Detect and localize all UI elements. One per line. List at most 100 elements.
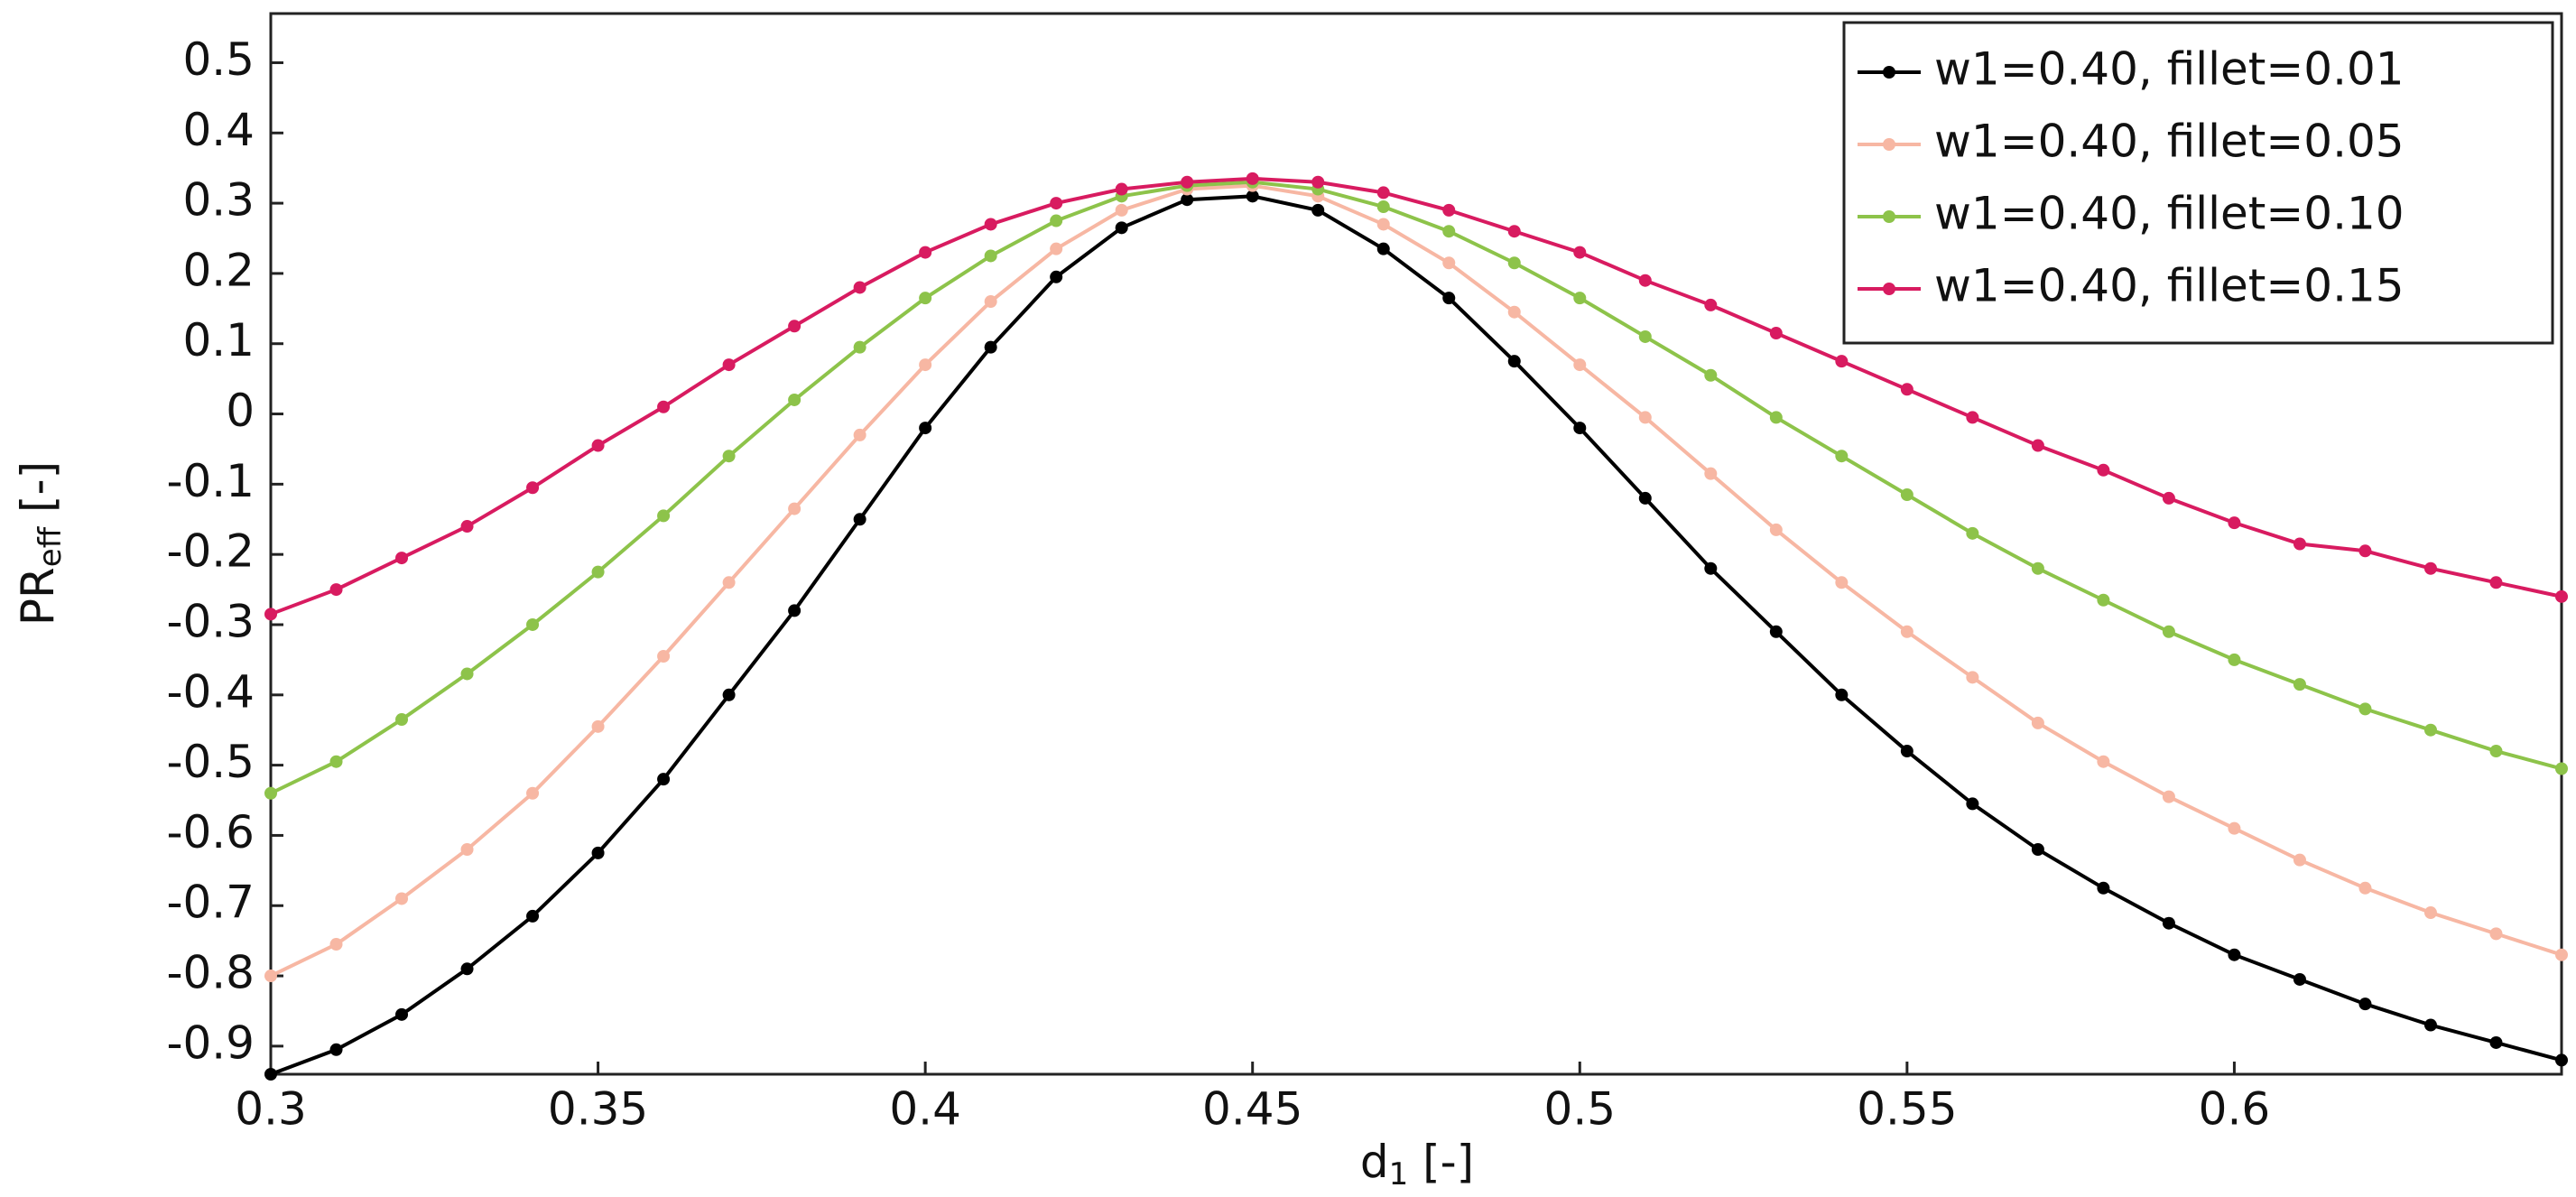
y-tick-label: 0.5 (182, 33, 255, 86)
y-tick-label: -0.6 (166, 806, 255, 858)
data-point (1966, 411, 1979, 424)
data-point (1573, 292, 1587, 305)
data-point (2489, 1035, 2503, 1049)
data-point (2358, 881, 2372, 895)
y-label-main: PR (12, 567, 64, 626)
data-point (2162, 916, 2175, 930)
data-point (919, 422, 932, 435)
data-point (2293, 678, 2306, 691)
data-point (788, 320, 802, 333)
data-point (1246, 190, 1259, 203)
data-point (591, 846, 605, 859)
x-label-sub: 1 (1389, 1156, 1409, 1192)
data-point (2555, 1053, 2568, 1067)
data-point (2097, 593, 2110, 607)
y-tick-label: 0.3 (182, 174, 255, 227)
y-tick-label: -0.4 (166, 665, 255, 718)
legend: w1=0.40, fillet=0.01 w1=0.40, fillet=0.05… (1842, 21, 2554, 345)
data-point (1900, 625, 1913, 638)
y-label-unit: [-] (12, 461, 64, 527)
data-point (329, 583, 343, 597)
data-point (1376, 242, 1390, 255)
data-point (1507, 225, 1521, 238)
legend-label: w1=0.40, fillet=0.05 (1934, 116, 2405, 168)
data-point (329, 938, 343, 951)
data-point (395, 892, 409, 905)
data-point (2293, 537, 2306, 551)
x-tick-label: 0.55 (1857, 1083, 1957, 1136)
data-point (1050, 270, 1063, 283)
data-point (2489, 927, 2503, 941)
data-point (1376, 200, 1390, 213)
data-point (1507, 305, 1521, 319)
data-point (264, 970, 277, 983)
data-point (395, 713, 409, 727)
data-point (722, 576, 736, 589)
data-point (1966, 797, 1979, 811)
y-tick-label: -0.1 (166, 455, 255, 507)
x-tick-label: 0.4 (889, 1083, 961, 1136)
legend-marker (1883, 283, 1895, 295)
data-point (2293, 853, 2306, 867)
data-point (1769, 625, 1783, 638)
x-tick-label: 0.5 (1544, 1083, 1617, 1136)
data-point (2423, 723, 2437, 737)
data-point (1376, 218, 1390, 231)
data-point (526, 909, 540, 923)
legend-label: w1=0.40, fillet=0.01 (1934, 43, 2405, 96)
data-point (853, 513, 866, 526)
data-point (591, 565, 605, 579)
data-point (984, 218, 997, 231)
y-tick-label: -0.8 (166, 947, 255, 999)
x-axis-label: d1 [-] (1360, 1136, 1474, 1192)
legend-marker (1883, 138, 1895, 151)
data-point (2358, 702, 2372, 716)
data-point (460, 842, 474, 856)
data-point (788, 393, 802, 406)
data-point (1050, 197, 1063, 210)
data-point (1966, 671, 1979, 684)
data-point (1311, 175, 1325, 189)
data-point (591, 439, 605, 452)
x-label-main: d (1360, 1136, 1389, 1188)
legend-label: w1=0.40, fillet=0.10 (1934, 188, 2405, 240)
data-point (919, 358, 932, 372)
data-point (984, 249, 997, 263)
y-tick-label: -0.9 (166, 1016, 255, 1069)
data-point (1573, 246, 1587, 259)
legend-label: w1=0.40, fillet=0.15 (1934, 260, 2405, 312)
data-point (1246, 172, 1259, 185)
data-point (460, 962, 474, 976)
data-point (788, 502, 802, 515)
data-point (722, 688, 736, 701)
data-point (657, 650, 671, 663)
y-tick-label: 0.2 (182, 244, 255, 296)
data-point (657, 509, 671, 523)
data-point (1311, 203, 1325, 217)
y-tick-label: 0.1 (182, 314, 255, 367)
data-point (2162, 790, 2175, 803)
data-point (1769, 327, 1783, 340)
data-point (2228, 653, 2241, 666)
data-point (264, 608, 277, 621)
data-point (2423, 1018, 2437, 1032)
data-point (2555, 762, 2568, 775)
y-tick-label: -0.3 (166, 595, 255, 647)
data-point (2097, 755, 2110, 768)
data-point (2358, 998, 2372, 1011)
data-point (1573, 422, 1587, 435)
data-point (853, 281, 866, 294)
data-point (1835, 688, 1849, 701)
legend-box (1842, 21, 2554, 345)
data-point (395, 1007, 409, 1021)
data-point (853, 428, 866, 441)
data-point (1638, 411, 1652, 424)
data-point (264, 786, 277, 800)
data-point (264, 1068, 277, 1081)
x-tick-label: 0.35 (548, 1083, 648, 1136)
data-point (2097, 463, 2110, 477)
data-point (1769, 523, 1783, 536)
data-point (2097, 881, 2110, 895)
data-point (2162, 625, 2175, 638)
